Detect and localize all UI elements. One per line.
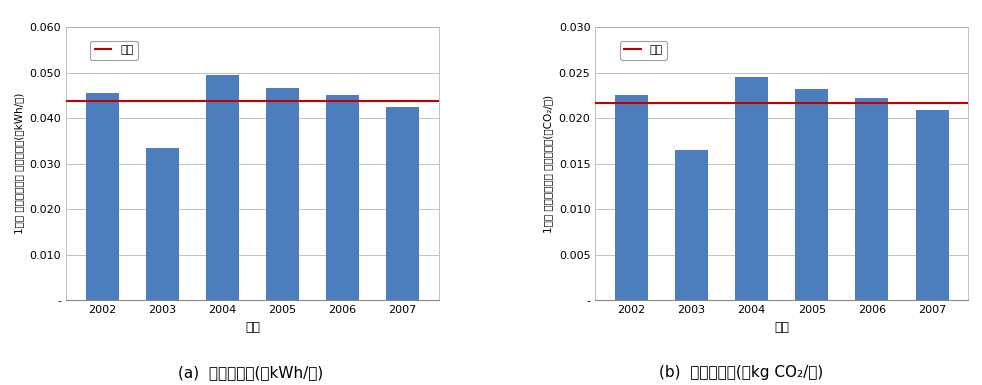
- Bar: [85, 93, 119, 300]
- Bar: [736, 77, 768, 300]
- 평균: [685, 101, 697, 106]
- Bar: [855, 98, 889, 300]
- Y-axis label: 1인당 농업용수관련 탄소배출량(천CO₂/인): 1인당 농업용수관련 탄소배출량(천CO₂/인): [543, 95, 553, 233]
- 평균: [96, 99, 108, 104]
- Bar: [206, 75, 239, 300]
- Legend: 평균: 평균: [90, 41, 137, 60]
- 평균: [156, 99, 168, 104]
- Bar: [795, 89, 829, 300]
- Bar: [915, 110, 949, 300]
- Bar: [386, 107, 419, 300]
- Bar: [145, 148, 179, 300]
- Text: (a)  전력사용량(천kWh/인): (a) 전력사용량(천kWh/인): [178, 365, 323, 380]
- Bar: [266, 89, 300, 300]
- 평균: [626, 101, 637, 106]
- X-axis label: 연도: 연도: [245, 321, 260, 334]
- Text: (b)  탄소배출량(천kg CO₂/인): (b) 탄소배출량(천kg CO₂/인): [659, 365, 824, 380]
- Bar: [675, 150, 708, 300]
- Bar: [326, 95, 359, 300]
- Legend: 평균: 평균: [620, 41, 667, 60]
- Bar: [615, 95, 648, 300]
- Y-axis label: 1인당 농업용수관련 전력사용량(천kWh/인): 1인당 농업용수관련 전력사용량(천kWh/인): [14, 93, 24, 234]
- X-axis label: 연도: 연도: [774, 321, 790, 334]
